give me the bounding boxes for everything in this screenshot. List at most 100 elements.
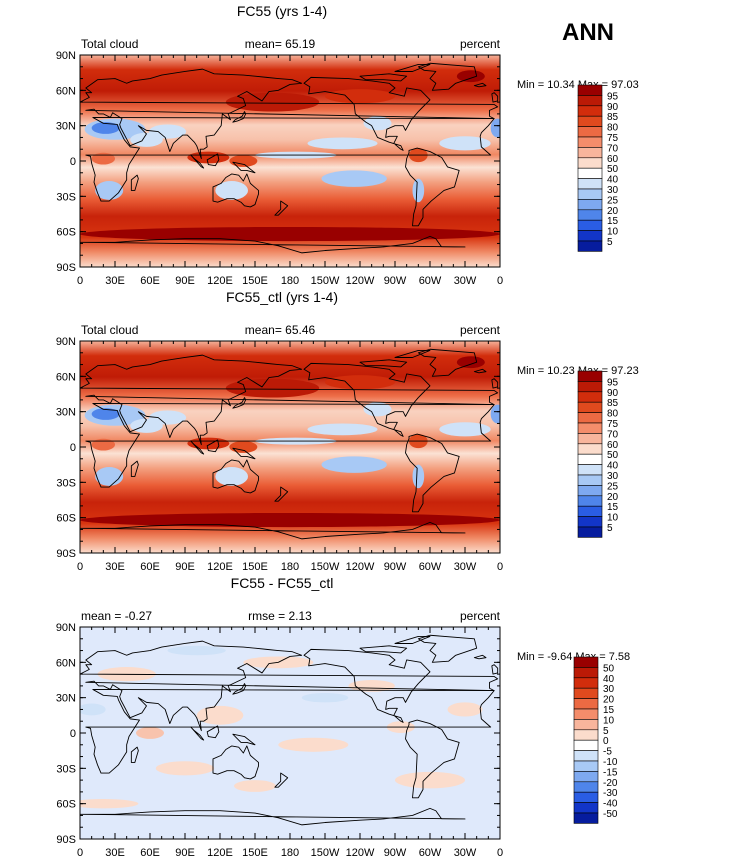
coastline bbox=[232, 161, 256, 174]
coastline bbox=[394, 635, 431, 644]
difference-patch bbox=[167, 645, 226, 656]
coastline bbox=[85, 688, 495, 774]
colorbar-cell bbox=[577, 412, 603, 424]
difference-patch bbox=[348, 680, 395, 692]
lat-tick-label: 30S bbox=[56, 477, 76, 489]
colorbar-cell bbox=[577, 136, 603, 148]
lat-tick-label: 30N bbox=[56, 693, 76, 705]
colorbar-label: 15 bbox=[603, 705, 615, 716]
coastline bbox=[405, 719, 460, 799]
coastline bbox=[212, 173, 259, 208]
right-label: percent bbox=[460, 609, 501, 623]
coastline bbox=[491, 378, 499, 389]
colorbar-label: -40 bbox=[603, 799, 618, 810]
high-cloud-patch bbox=[91, 152, 116, 165]
low-cloud-patch bbox=[148, 410, 187, 425]
lon-tick-label: 0 bbox=[77, 561, 83, 573]
lon-tick-label: 30W bbox=[454, 561, 477, 573]
colorbar-cell bbox=[577, 485, 603, 497]
lon-tick-label: 60W bbox=[419, 275, 442, 287]
lon-tick-label: 60W bbox=[419, 847, 442, 859]
lon-tick-label: 120E bbox=[207, 847, 233, 859]
lon-tick-label: 180 bbox=[281, 847, 299, 859]
low-cloud-patch bbox=[439, 422, 491, 437]
colorbar-label: 5 bbox=[607, 237, 613, 248]
colorbar-label: 15 bbox=[607, 216, 619, 227]
lon-tick-label: 150E bbox=[242, 561, 268, 573]
colorbar-label: 25 bbox=[607, 481, 619, 492]
low-cloud-patch bbox=[363, 402, 392, 417]
low-cloud-patch bbox=[490, 118, 500, 138]
panel-fc55-ctl: FC55_ctl (yrs 1-4) Total cloud mean= 65.46… bbox=[56, 289, 639, 573]
colorbar-label: 80 bbox=[607, 123, 619, 134]
lon-tick-label: 0 bbox=[497, 561, 503, 573]
colorbar-label: 85 bbox=[607, 112, 619, 123]
lon-tick-label: 120W bbox=[346, 561, 375, 573]
colorbar-cell bbox=[577, 167, 603, 179]
coastline bbox=[85, 116, 495, 202]
high-cloud-patch bbox=[325, 89, 395, 104]
difference-patch bbox=[196, 705, 244, 725]
difference-patch bbox=[301, 692, 349, 703]
lon-tick-label: 60E bbox=[140, 847, 160, 859]
panel-fc55: FC55 (yrs 1-4) Total cloud mean= 65.19 perc… bbox=[56, 3, 639, 287]
colorbar-label: 20 bbox=[607, 492, 619, 503]
colorbar-cell bbox=[577, 147, 603, 159]
colorbar-cell bbox=[577, 526, 603, 538]
lon-tick-label: 150W bbox=[311, 275, 340, 287]
lon-tick-label: 30E bbox=[105, 275, 125, 287]
coastline bbox=[206, 725, 220, 739]
colorbar-cell bbox=[577, 474, 603, 486]
lon-tick-label: 180 bbox=[281, 275, 299, 287]
colorbar-label: 85 bbox=[607, 398, 619, 409]
colorbar-label: 25 bbox=[607, 195, 619, 206]
lon-tick-label: 150E bbox=[242, 275, 268, 287]
high-cloud-patch bbox=[229, 441, 258, 453]
coastline bbox=[190, 154, 205, 169]
lat-tick-label: 30S bbox=[56, 763, 76, 775]
coastline bbox=[359, 359, 408, 368]
colorbar-cell bbox=[577, 84, 603, 96]
colorbar-cell bbox=[573, 802, 599, 814]
coastline bbox=[303, 76, 431, 151]
right-label: percent bbox=[460, 37, 501, 51]
colorbar-cell bbox=[577, 464, 603, 476]
colorbar-cell bbox=[573, 667, 599, 679]
low-cloud-patch bbox=[215, 467, 249, 486]
colorbar-label: 40 bbox=[607, 175, 619, 186]
coastline bbox=[417, 348, 478, 377]
colorbar-cell bbox=[573, 708, 599, 720]
colorbar-cell bbox=[577, 505, 603, 517]
panel-title: FC55_ctl (yrs 1-4) bbox=[226, 289, 338, 305]
colorbar-label: 20 bbox=[607, 206, 619, 217]
season-label: ANN bbox=[562, 19, 614, 46]
lon-tick-label: 60E bbox=[140, 561, 160, 573]
colorbar-label: 50 bbox=[607, 450, 619, 461]
lat-tick-label: 60S bbox=[56, 513, 76, 525]
lon-tick-label: 150W bbox=[311, 561, 340, 573]
difference-patch bbox=[447, 702, 483, 717]
coastline bbox=[473, 82, 487, 88]
difference-patch bbox=[234, 780, 276, 792]
colorbar-label: -10 bbox=[603, 757, 618, 768]
coastline bbox=[212, 745, 259, 780]
lon-tick-label: 60W bbox=[419, 561, 442, 573]
colorbar-label: 75 bbox=[607, 419, 619, 430]
lon-tick-label: 60E bbox=[140, 275, 160, 287]
coastline bbox=[359, 73, 408, 82]
low-cloud-patch bbox=[412, 178, 425, 203]
lon-tick-label: 180 bbox=[281, 561, 299, 573]
colorbar-cell bbox=[577, 219, 603, 231]
coastline bbox=[405, 433, 460, 513]
colorbar-cell bbox=[577, 370, 603, 382]
coastline bbox=[85, 402, 495, 488]
difference-patch bbox=[278, 737, 349, 752]
colorbar-label: 70 bbox=[607, 143, 619, 154]
coastline bbox=[232, 733, 256, 746]
map-field bbox=[80, 627, 500, 839]
colorbar-cell bbox=[577, 188, 603, 200]
low-cloud-patch bbox=[321, 456, 387, 473]
lon-tick-label: 90E bbox=[175, 561, 195, 573]
